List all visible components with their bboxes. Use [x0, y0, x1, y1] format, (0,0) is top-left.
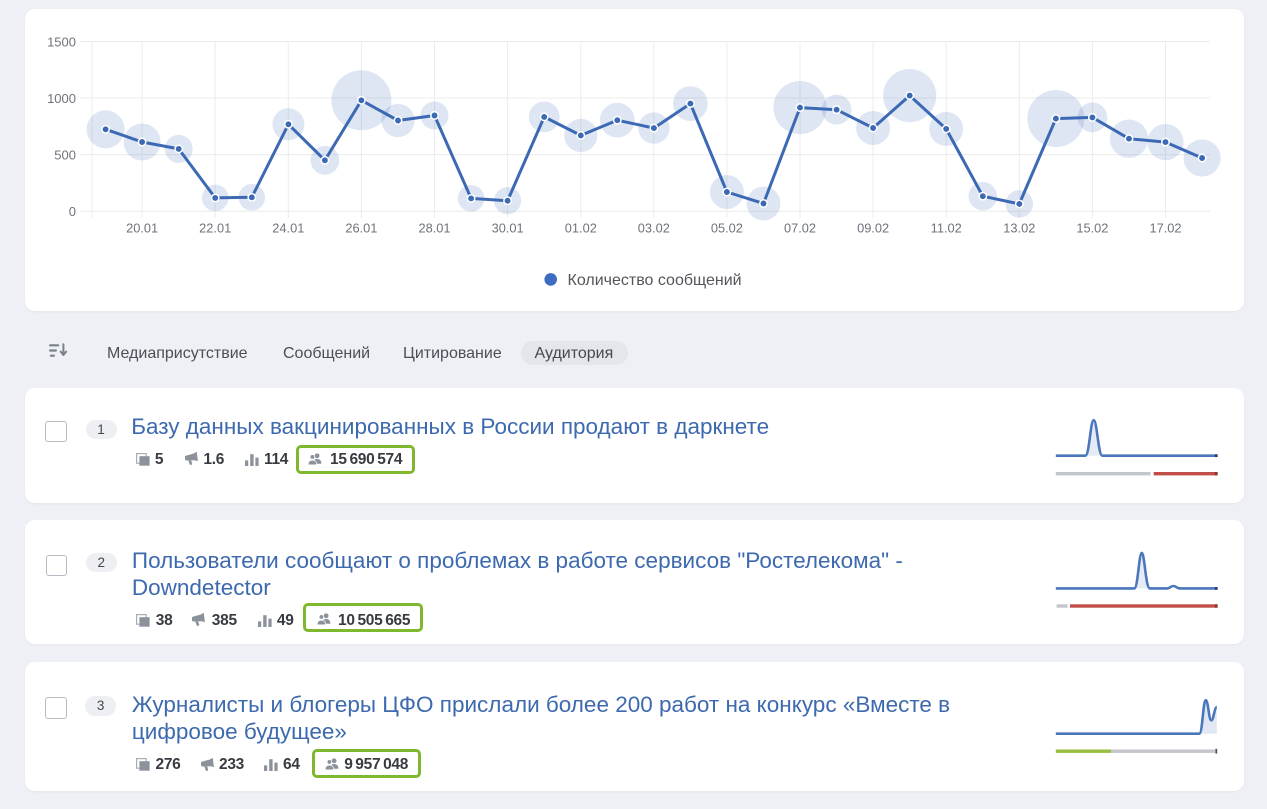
svg-text:05.02: 05.02 — [711, 221, 743, 236]
svg-text:09.02: 09.02 — [857, 221, 889, 236]
svg-text:30.01: 30.01 — [492, 221, 524, 236]
svg-text:1000: 1000 — [47, 91, 76, 106]
svg-text:11.02: 11.02 — [931, 221, 962, 236]
svg-text:01.02: 01.02 — [565, 221, 597, 236]
svg-text:13.02: 13.02 — [1003, 221, 1035, 236]
svg-text:0: 0 — [69, 204, 76, 219]
svg-text:26.01: 26.01 — [345, 221, 377, 236]
svg-text:28.01: 28.01 — [418, 221, 450, 236]
svg-text:15.02: 15.02 — [1076, 221, 1108, 236]
svg-text:1500: 1500 — [47, 34, 76, 49]
svg-text:22.01: 22.01 — [199, 221, 231, 236]
svg-text:24.01: 24.01 — [272, 221, 304, 236]
svg-text:Количество сообщений: Количество сообщений — [568, 272, 742, 289]
svg-text:03.02: 03.02 — [638, 221, 670, 236]
svg-text:07.02: 07.02 — [784, 221, 816, 236]
svg-text:17.02: 17.02 — [1149, 221, 1181, 236]
svg-text:20.01: 20.01 — [126, 221, 158, 236]
svg-text:500: 500 — [54, 148, 76, 163]
